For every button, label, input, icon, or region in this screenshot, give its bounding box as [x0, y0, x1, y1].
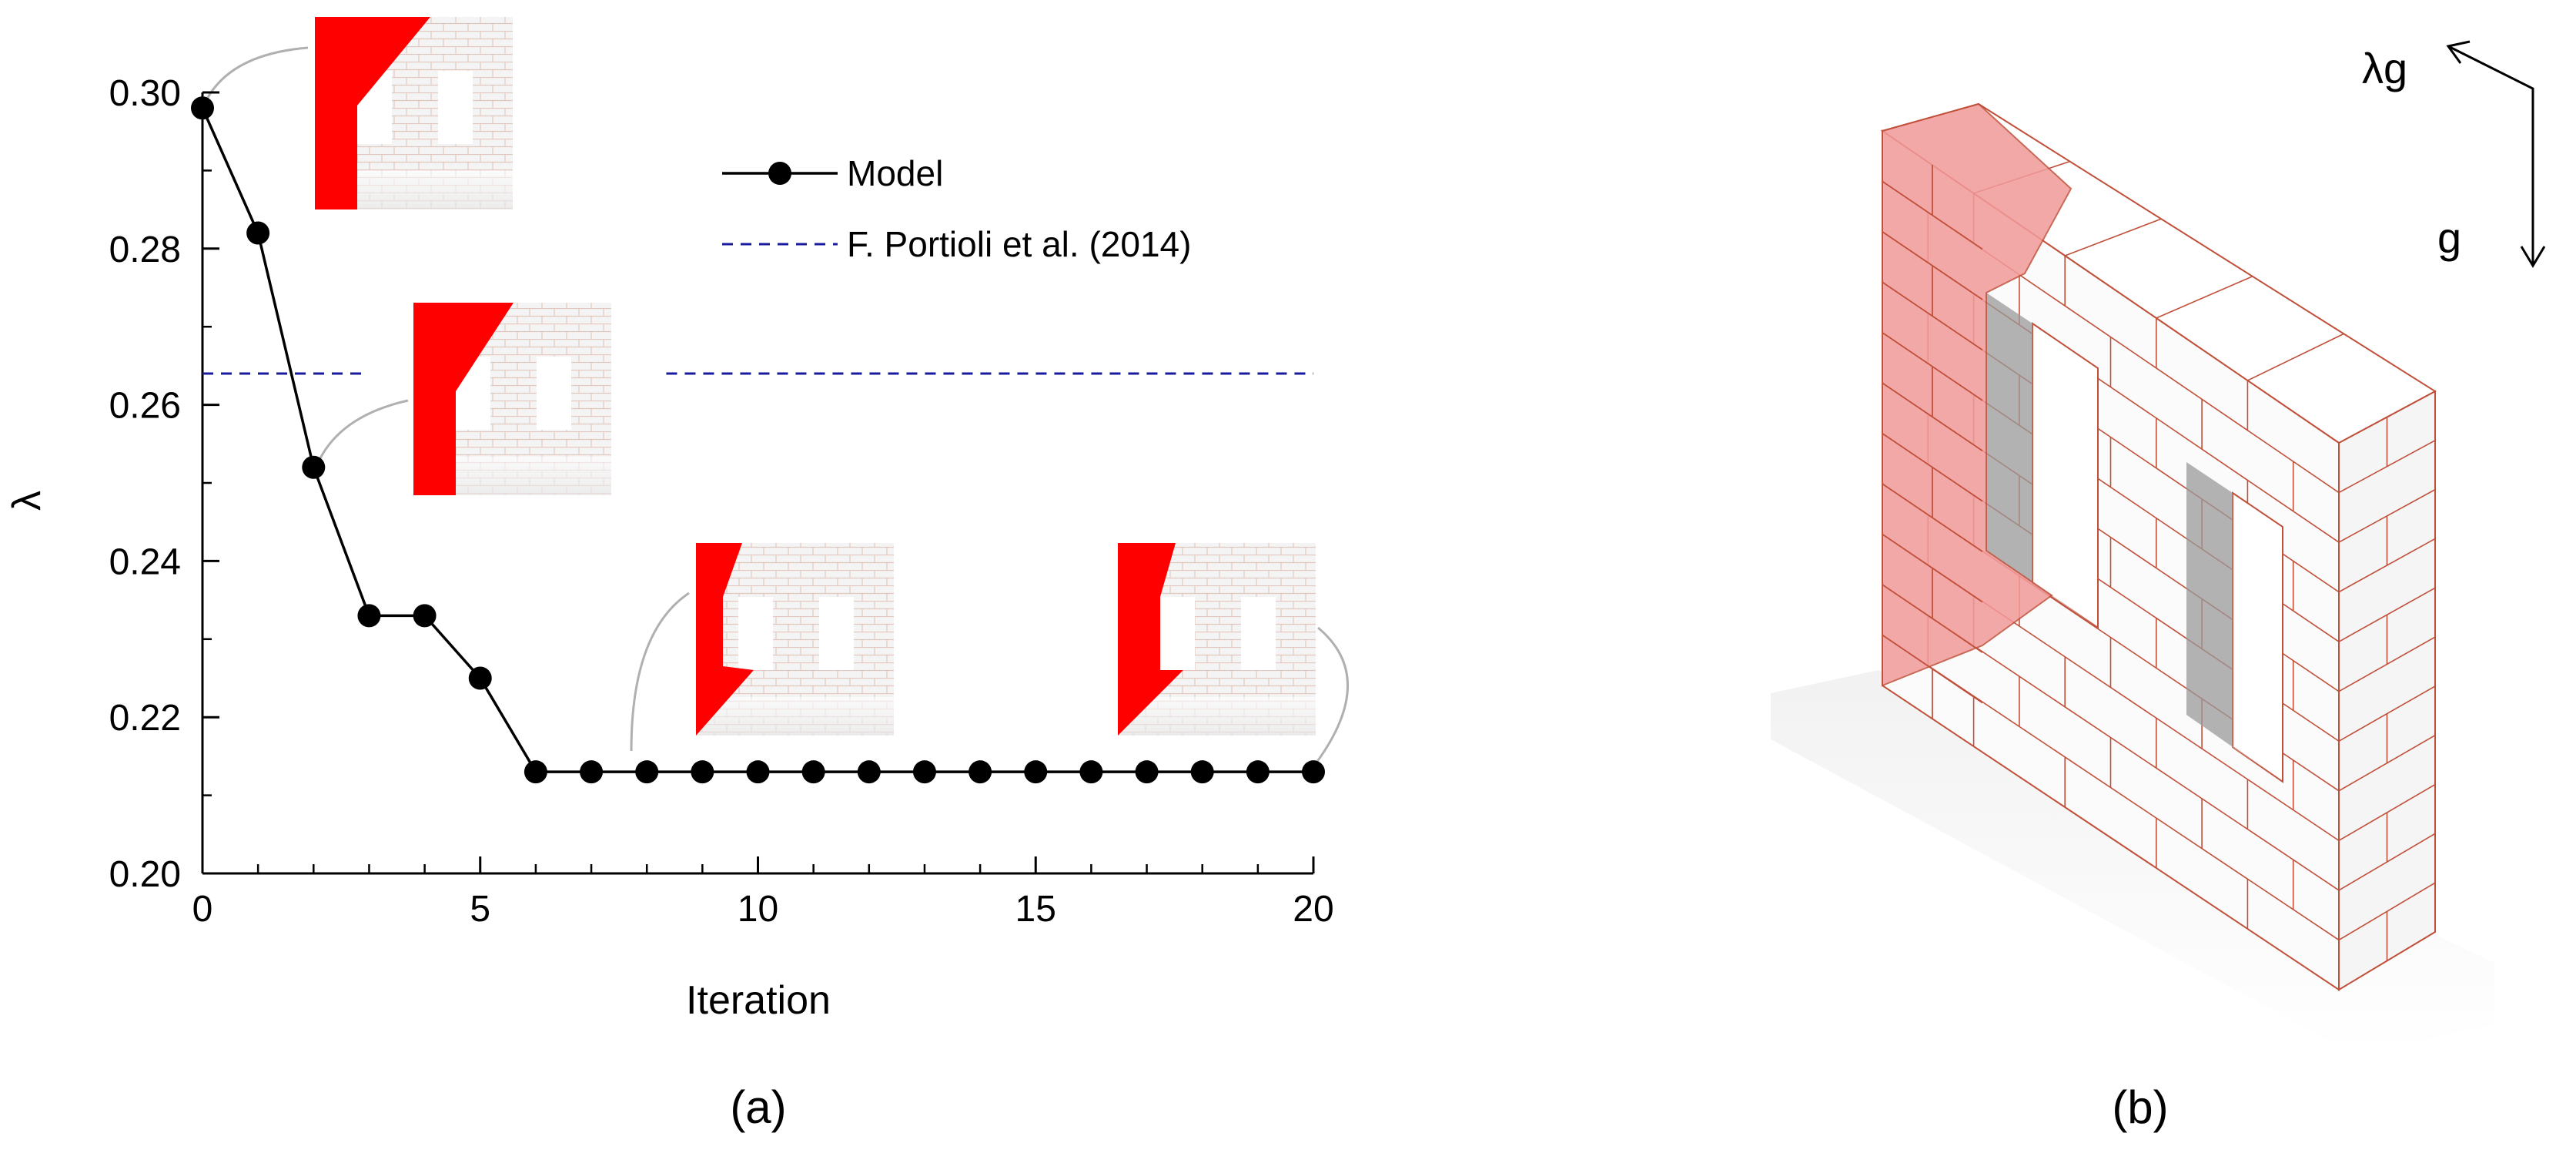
inset-floor	[696, 697, 894, 736]
chart-panel-a: 0 5 10 15 20 0.20 0.22 0.24 0.26 0.28 0.30 Iterati…	[5, 17, 1349, 1133]
legend-model-marker	[768, 162, 791, 185]
model-data-point	[580, 760, 604, 784]
failure-mechanism-insets	[205, 17, 1349, 763]
x-tick-label: 10	[738, 889, 778, 930]
inset-opening-right	[438, 71, 473, 144]
inset-failed-block	[413, 303, 514, 495]
failed-block-bricks	[1882, 165, 1983, 719]
inset-thumbnail	[205, 17, 513, 209]
inset-thumbnail	[1118, 543, 1349, 763]
model-data-point	[191, 96, 214, 120]
panel-label-a: (a)	[730, 1081, 786, 1133]
inset-failed-block	[315, 17, 430, 209]
x-axis-title: Iteration	[686, 978, 831, 1023]
wall-diagram-panel-b: λg g (b)	[1771, 40, 2546, 1133]
model-data-point	[801, 760, 825, 784]
top-head-joint	[2156, 276, 2253, 319]
y-axis-title: λ	[5, 491, 49, 511]
inset-connector	[205, 46, 309, 101]
model-data-point	[413, 604, 437, 628]
model-data-point	[468, 666, 492, 690]
x-tick-label: 0	[192, 889, 213, 930]
lateral-load-arrow	[2447, 45, 2534, 266]
model-data-point	[691, 760, 714, 784]
axis-ticks: 0 5 10 15 20 0.20 0.22 0.24 0.26 0.28 0.30	[109, 73, 1334, 930]
model-data-point	[1024, 760, 1048, 784]
inset-opening-right	[819, 597, 854, 670]
inset-failed-block	[1118, 543, 1183, 736]
model-data-point	[246, 221, 270, 245]
legend-model-label: Model	[847, 153, 943, 193]
end-bed-joint	[2338, 735, 2436, 792]
model-data-point	[912, 760, 936, 784]
y-tick-label: 0.24	[109, 541, 181, 582]
model-data-point	[1302, 760, 1325, 784]
inset-thumbnail	[630, 543, 894, 752]
load-arrows: λg g	[2362, 40, 2546, 268]
gravity-load-arrowhead	[2520, 246, 2546, 268]
inset-thumbnail	[316, 303, 611, 495]
top-head-joint	[2247, 333, 2344, 381]
legend: Model F. Portioli et al. (2014)	[722, 153, 1191, 264]
window-opening-left	[2032, 322, 2099, 629]
model-data-point	[635, 760, 659, 784]
inset-floor	[1118, 697, 1316, 736]
lateral-load-label: λg	[2362, 44, 2407, 92]
wall-end-face-bricks	[2338, 417, 2436, 961]
inset-opening-left	[738, 597, 773, 670]
model-data-point	[1135, 760, 1159, 784]
model-data-point	[969, 760, 992, 784]
y-tick-label: 0.26	[109, 386, 181, 427]
end-bed-joint	[2338, 882, 2436, 941]
model-data-point	[857, 760, 881, 784]
model-data-point	[746, 760, 770, 784]
inset-opening-right	[1241, 597, 1276, 670]
x-tick-label: 15	[1015, 889, 1056, 930]
legend-reference-label: F. Portioli et al. (2014)	[847, 224, 1191, 264]
window-opening-right	[2232, 491, 2283, 783]
top-head-joint	[2064, 218, 2162, 256]
lateral-load-arrowhead	[2446, 40, 2471, 64]
x-tick-label: 5	[470, 889, 490, 930]
y-tick-label: 0.28	[109, 230, 181, 270]
model-data-point	[524, 760, 547, 784]
wall-end-face	[2338, 390, 2436, 991]
inset-connector	[1315, 626, 1349, 763]
window-opening-left-reveal	[1986, 293, 2032, 583]
window-opening-right-reveal	[2186, 462, 2233, 747]
inset-failed-block	[696, 543, 754, 736]
window-opening-right-sill	[2186, 715, 2283, 782]
model-data-point	[302, 455, 326, 479]
inset-opening-right	[537, 357, 571, 430]
failed-block-region	[1882, 102, 2073, 687]
panel-label-b: (b)	[2112, 1081, 2168, 1133]
x-tick-label: 20	[1293, 889, 1333, 930]
y-tick-label: 0.22	[109, 698, 181, 739]
inset-connector	[316, 399, 409, 465]
model-data-point	[1190, 760, 1214, 784]
series-model	[191, 96, 1325, 784]
y-tick-label: 0.20	[109, 854, 181, 895]
inset-connector	[630, 592, 690, 752]
inset-opening-left	[1160, 597, 1195, 670]
model-data-point	[1246, 760, 1270, 784]
y-tick-label: 0.30	[109, 73, 181, 114]
model-data-point	[357, 604, 381, 628]
model-data-point	[1079, 760, 1103, 784]
gravity-load-label: g	[2437, 213, 2461, 262]
